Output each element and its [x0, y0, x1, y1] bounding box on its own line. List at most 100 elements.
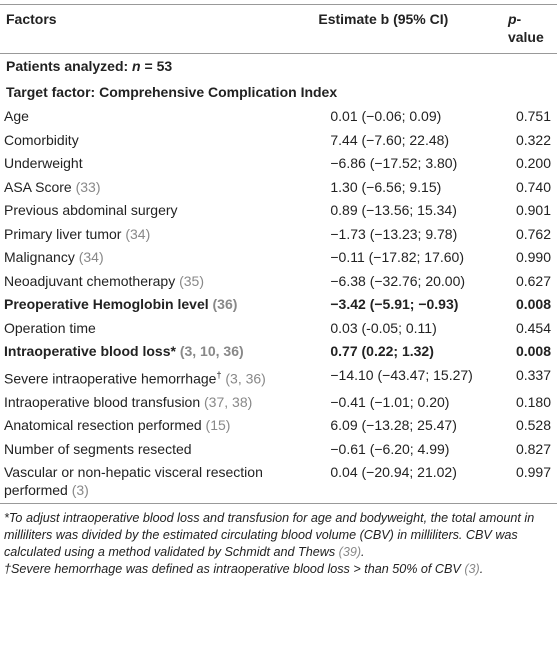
patients-text: Patients analyzed:	[6, 58, 133, 74]
header-cell: Factors	[0, 4, 299, 54]
factor-cell: Neoadjuvant chemotherapy (35)	[0, 270, 298, 294]
p-value-cell: 0.762	[502, 223, 557, 247]
estimate-cell: 0.77 (0.22; 1.32)	[298, 340, 502, 364]
p-value: 0.528	[515, 417, 551, 434]
estimate: 0.01 (−0.06; 0.09)	[330, 108, 442, 124]
estimate-cell: 7.44 (−7.60; 22.48)	[298, 129, 502, 153]
factor-cell: Malignancy (34)	[0, 246, 298, 270]
factor-name: Intraoperative blood transfusion	[4, 393, 205, 410]
estimate: −1.73 (−13.23; 9.78)	[330, 225, 458, 242]
estimate-cell: −6.86 (−17.52; 3.80)	[298, 152, 502, 176]
factor-name: Underweight	[4, 155, 83, 171]
factor-name: ASA Score	[4, 178, 76, 195]
estimate-cell: 0.03 (-0.05; 0.11)	[298, 317, 502, 341]
header-text: p	[507, 11, 517, 27]
factor-cell: Anatomical resection performed (15)	[0, 414, 298, 438]
factor-cell: ASA Score (33)	[0, 176, 298, 200]
target-text: Target factor: Comprehensive Complicatio…	[6, 83, 338, 100]
p-value: 0.200	[515, 155, 551, 171]
estimate-cell: −3.42 (−5.91; −0.93)	[298, 293, 502, 317]
estimate: 0.04 (−20.94; 21.02)	[330, 464, 457, 481]
header-text: -value	[507, 11, 544, 45]
p-value-cell: 0.740	[502, 176, 557, 200]
estimate: −6.86 (−17.52; 3.80)	[330, 155, 458, 171]
table-row: Comorbidity 7.44 (−7.60; 22.48) 0.322	[0, 129, 557, 153]
estimate: −6.38 (−32.76; 20.00)	[330, 272, 466, 289]
estimate-cell: 1.30 (−6.56; 9.15)	[298, 176, 502, 200]
factor-cell: Age	[0, 105, 298, 129]
results-table: Factors Estimate b (95% CI) p-value Pati…	[0, 4, 557, 505]
estimate: 1.30 (−6.56; 9.15)	[330, 178, 442, 195]
table-row: Neoadjuvant chemotherapy (35) −6.38 (−32.…	[0, 270, 557, 294]
estimate-cell: −1.73 (−13.23; 9.78)	[298, 223, 502, 247]
reference: (3)	[71, 481, 89, 498]
table-row: Intraoperative blood loss* (3, 10, 36) 0.…	[0, 340, 557, 364]
footnote-mark: †	[216, 369, 222, 380]
p-value: 0.751	[515, 108, 551, 124]
p-value: 0.740	[515, 178, 551, 195]
reference: (36)	[212, 296, 238, 312]
header-cell: p-value	[501, 4, 557, 54]
factor-name: Operation time	[4, 319, 96, 336]
factor-cell: Preoperative Hemoglobin level (36)	[0, 293, 298, 317]
reference: (39)	[338, 545, 362, 560]
reference: (35)	[179, 272, 205, 289]
footnote: *To adjust intraoperative blood loss and…	[4, 510, 553, 561]
estimate: −0.11 (−17.82; 17.60)	[330, 249, 464, 265]
p-value-cell: 0.008	[502, 293, 557, 317]
p-value-cell: 0.180	[502, 391, 557, 415]
factor-name: Preoperative Hemoglobin level	[4, 296, 213, 312]
table-row: Underweight −6.86 (−17.52; 3.80) 0.200	[0, 152, 557, 176]
footnote-text: *To adjust intraoperative blood loss and…	[4, 511, 535, 560]
estimate-cell: 6.09 (−13.28; 25.47)	[298, 414, 502, 438]
table-row: ASA Score (33) 1.30 (−6.56; 9.15) 0.740	[0, 176, 557, 200]
reference: (3, 10, 36)	[179, 343, 244, 359]
estimate-cell: −0.41 (−1.01; 0.20)	[298, 391, 502, 415]
footnote-text: .	[479, 562, 484, 577]
p-value: 0.901	[515, 202, 551, 218]
estimate: −0.41 (−1.01; 0.20)	[330, 393, 450, 410]
p-value: 0.454	[515, 319, 551, 336]
patients-text: = 53	[140, 58, 173, 74]
table-body: Patients analyzed: n = 53 Target factor:…	[0, 54, 557, 505]
factor-cell: Intraoperative blood loss* (3, 10, 36)	[0, 340, 298, 364]
factor-cell: Comorbidity	[0, 129, 298, 153]
reference: (3, 36)	[221, 370, 266, 387]
reference: (33)	[75, 178, 101, 195]
reference: (34)	[78, 249, 104, 265]
factor-name: Primary liver tumor	[4, 225, 126, 242]
estimate: −0.61 (−6.20; 4.99)	[330, 440, 450, 457]
table-row: Vascular or non-hepatic visceral resecti…	[0, 461, 557, 505]
footnote: †Severe hemorrhage was defined as intrao…	[4, 561, 553, 578]
factor-name: Comorbidity	[4, 131, 79, 148]
factor-cell: Vascular or non-hepatic visceral resecti…	[0, 461, 299, 505]
patients-n: n	[132, 58, 141, 74]
p-value: 0.997	[515, 464, 551, 481]
table-row: Anatomical resection performed (15) 6.09 …	[0, 414, 557, 438]
header-row: Factors Estimate b (95% CI) p-value	[0, 4, 557, 54]
page: Factors Estimate b (95% CI) p-value Pati…	[0, 4, 557, 649]
table-head: Factors Estimate b (95% CI) p-value	[0, 4, 557, 54]
table-row: Number of segments resected −0.61 (−6.20;…	[0, 438, 557, 462]
reference: (37, 38)	[204, 393, 253, 410]
table-row: Primary liver tumor (34) −1.73 (−13.23; 9…	[0, 223, 557, 247]
p-value: 0.008	[515, 343, 551, 359]
estimate-cell: 0.01 (−0.06; 0.09)	[298, 105, 502, 129]
factor-cell: Operation time	[0, 317, 298, 341]
table-row: Age 0.01 (−0.06; 0.09) 0.751	[0, 105, 557, 129]
p-value-cell: 0.200	[502, 152, 557, 176]
table-row: Severe intraoperative hemorrhage† (3, 36…	[0, 364, 557, 391]
factor-cell: Number of segments resected	[0, 438, 298, 462]
factor-name: Intraoperative blood loss*	[4, 343, 180, 359]
p-value-cell: 0.990	[502, 246, 557, 270]
estimate: 6.09 (−13.28; 25.47)	[330, 417, 457, 434]
reference: (34)	[125, 225, 151, 242]
p-value-cell: 0.454	[502, 317, 557, 341]
table-row: Preoperative Hemoglobin level (36) −3.42 …	[0, 293, 557, 317]
table-row: Intraoperative blood transfusion (37, 38…	[0, 391, 557, 415]
factor-cell: Previous abdominal surgery	[0, 199, 298, 223]
estimate: −3.42 (−5.91; −0.93)	[330, 296, 459, 312]
p-value-cell: 0.751	[502, 105, 557, 129]
factor-name: Severe intraoperative hemorrhage	[4, 370, 217, 387]
footnote-text: †Severe hemorrhage was defined as intrao…	[4, 562, 465, 577]
